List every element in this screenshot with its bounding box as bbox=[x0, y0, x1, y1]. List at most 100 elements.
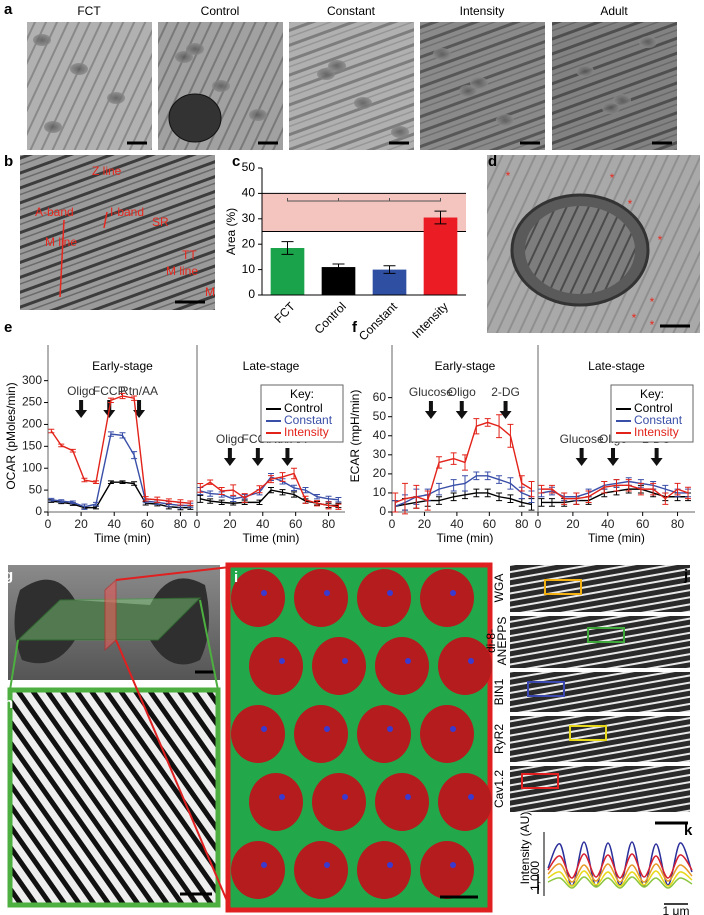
series-line bbox=[50, 395, 191, 504]
y-scale-label: 1,000 bbox=[528, 861, 542, 891]
annotation: Oligo bbox=[216, 432, 244, 446]
x-tick-label: Intensity bbox=[409, 299, 451, 341]
guide bbox=[9, 639, 19, 691]
nucleus bbox=[450, 590, 456, 596]
micrograph bbox=[510, 565, 690, 612]
roi-box bbox=[587, 627, 625, 643]
micrograph bbox=[7, 687, 221, 908]
cell bbox=[375, 773, 429, 831]
error-bar bbox=[383, 265, 396, 274]
stain-label: WGA bbox=[492, 574, 506, 603]
structure-label: M line bbox=[45, 235, 77, 249]
nucleus bbox=[324, 590, 330, 596]
error-bar bbox=[187, 500, 194, 506]
organelle bbox=[613, 94, 631, 106]
structure-label: M line bbox=[166, 264, 198, 278]
x-tick-label: 80 bbox=[322, 517, 336, 531]
organelle bbox=[328, 60, 346, 72]
legend-label: Constant bbox=[284, 413, 333, 427]
y-axis-label: Area (%) bbox=[224, 208, 238, 255]
annotation: 2-DG bbox=[491, 385, 520, 399]
y-axis-label: ECAR (mpH/min) bbox=[348, 390, 362, 483]
nucleus bbox=[468, 794, 474, 800]
panel-label: e bbox=[4, 319, 12, 336]
mitochondrion-inner bbox=[525, 206, 635, 294]
x-tick-label: 60 bbox=[636, 517, 650, 531]
subplot-title: Late-stage bbox=[588, 359, 645, 373]
intensity-profile bbox=[547, 853, 693, 879]
stain-label: ANEPPS bbox=[495, 617, 509, 666]
cell bbox=[312, 637, 366, 695]
series-line bbox=[541, 484, 689, 500]
annotation: Rtn/AA bbox=[120, 384, 158, 398]
x-tick-label: 20 bbox=[418, 517, 432, 531]
image-title: Adult bbox=[600, 4, 628, 18]
arrow bbox=[103, 211, 108, 229]
structure-label: Z line bbox=[92, 164, 122, 178]
organelle bbox=[33, 34, 51, 46]
organelle bbox=[459, 85, 477, 97]
y-tick-label: 30 bbox=[242, 211, 256, 225]
cell bbox=[357, 705, 411, 763]
nucleus bbox=[450, 726, 456, 732]
cell bbox=[420, 569, 474, 627]
x-tick-label: 40 bbox=[601, 517, 615, 531]
cell bbox=[420, 705, 474, 763]
nucleus bbox=[261, 862, 267, 868]
micrograph bbox=[20, 155, 215, 310]
roi-box bbox=[527, 681, 565, 697]
cell bbox=[294, 705, 348, 763]
organelle bbox=[470, 77, 488, 89]
y-tick-label: 50 bbox=[242, 160, 256, 174]
error-bar bbox=[392, 492, 399, 513]
asterisk: * bbox=[658, 233, 663, 247]
bar bbox=[270, 248, 305, 295]
x-tick-label: 60 bbox=[289, 517, 303, 531]
panel-label: f bbox=[352, 319, 358, 336]
cell bbox=[249, 773, 303, 831]
asterisk: * bbox=[650, 295, 655, 309]
guide bbox=[115, 639, 231, 909]
asterisk: * bbox=[610, 171, 615, 185]
error-bar bbox=[332, 263, 345, 271]
cell bbox=[231, 705, 285, 763]
x-tick-label: 0 bbox=[535, 517, 542, 531]
panel-label: g bbox=[4, 567, 13, 584]
guide bbox=[115, 566, 231, 581]
nucleus bbox=[324, 862, 330, 868]
nucleus bbox=[468, 658, 474, 664]
y-axis-label: Intensity (AU) bbox=[518, 812, 532, 885]
error-bar bbox=[281, 241, 294, 255]
y-axis-label: OCAR (pMoles/min) bbox=[4, 382, 18, 489]
asterisk: * bbox=[628, 197, 633, 211]
y-tick-label: 40 bbox=[242, 186, 256, 200]
x-tick-label: Constant bbox=[356, 299, 400, 343]
stain-label: RyR2 bbox=[492, 724, 506, 754]
organelle bbox=[186, 43, 204, 55]
organelle bbox=[433, 48, 451, 60]
series-line bbox=[51, 433, 191, 508]
x-tick-label: 40 bbox=[256, 517, 270, 531]
nucleus bbox=[279, 794, 285, 800]
x-axis-label: Time (min) bbox=[437, 531, 494, 545]
roi-box bbox=[544, 579, 582, 595]
arrow bbox=[251, 448, 264, 466]
structure-label: M bbox=[205, 285, 215, 299]
subplot-title: Early-stage bbox=[92, 359, 153, 373]
organelle bbox=[391, 126, 409, 138]
y-tick-label: 50 bbox=[373, 409, 387, 423]
x-axis-label: Time (min) bbox=[94, 531, 151, 545]
y-tick-label: 0 bbox=[379, 504, 386, 518]
y-tick-label: 150 bbox=[22, 438, 42, 452]
structure-label: TT bbox=[182, 248, 197, 262]
arrow bbox=[281, 448, 294, 466]
panel-label: b bbox=[4, 153, 13, 170]
image-title: Control bbox=[201, 4, 240, 18]
y-tick-label: 40 bbox=[373, 428, 387, 442]
image-title: FCT bbox=[77, 4, 101, 18]
x-tick-label: 40 bbox=[450, 517, 464, 531]
y-tick-label: 200 bbox=[22, 417, 42, 431]
arrow bbox=[650, 448, 663, 466]
